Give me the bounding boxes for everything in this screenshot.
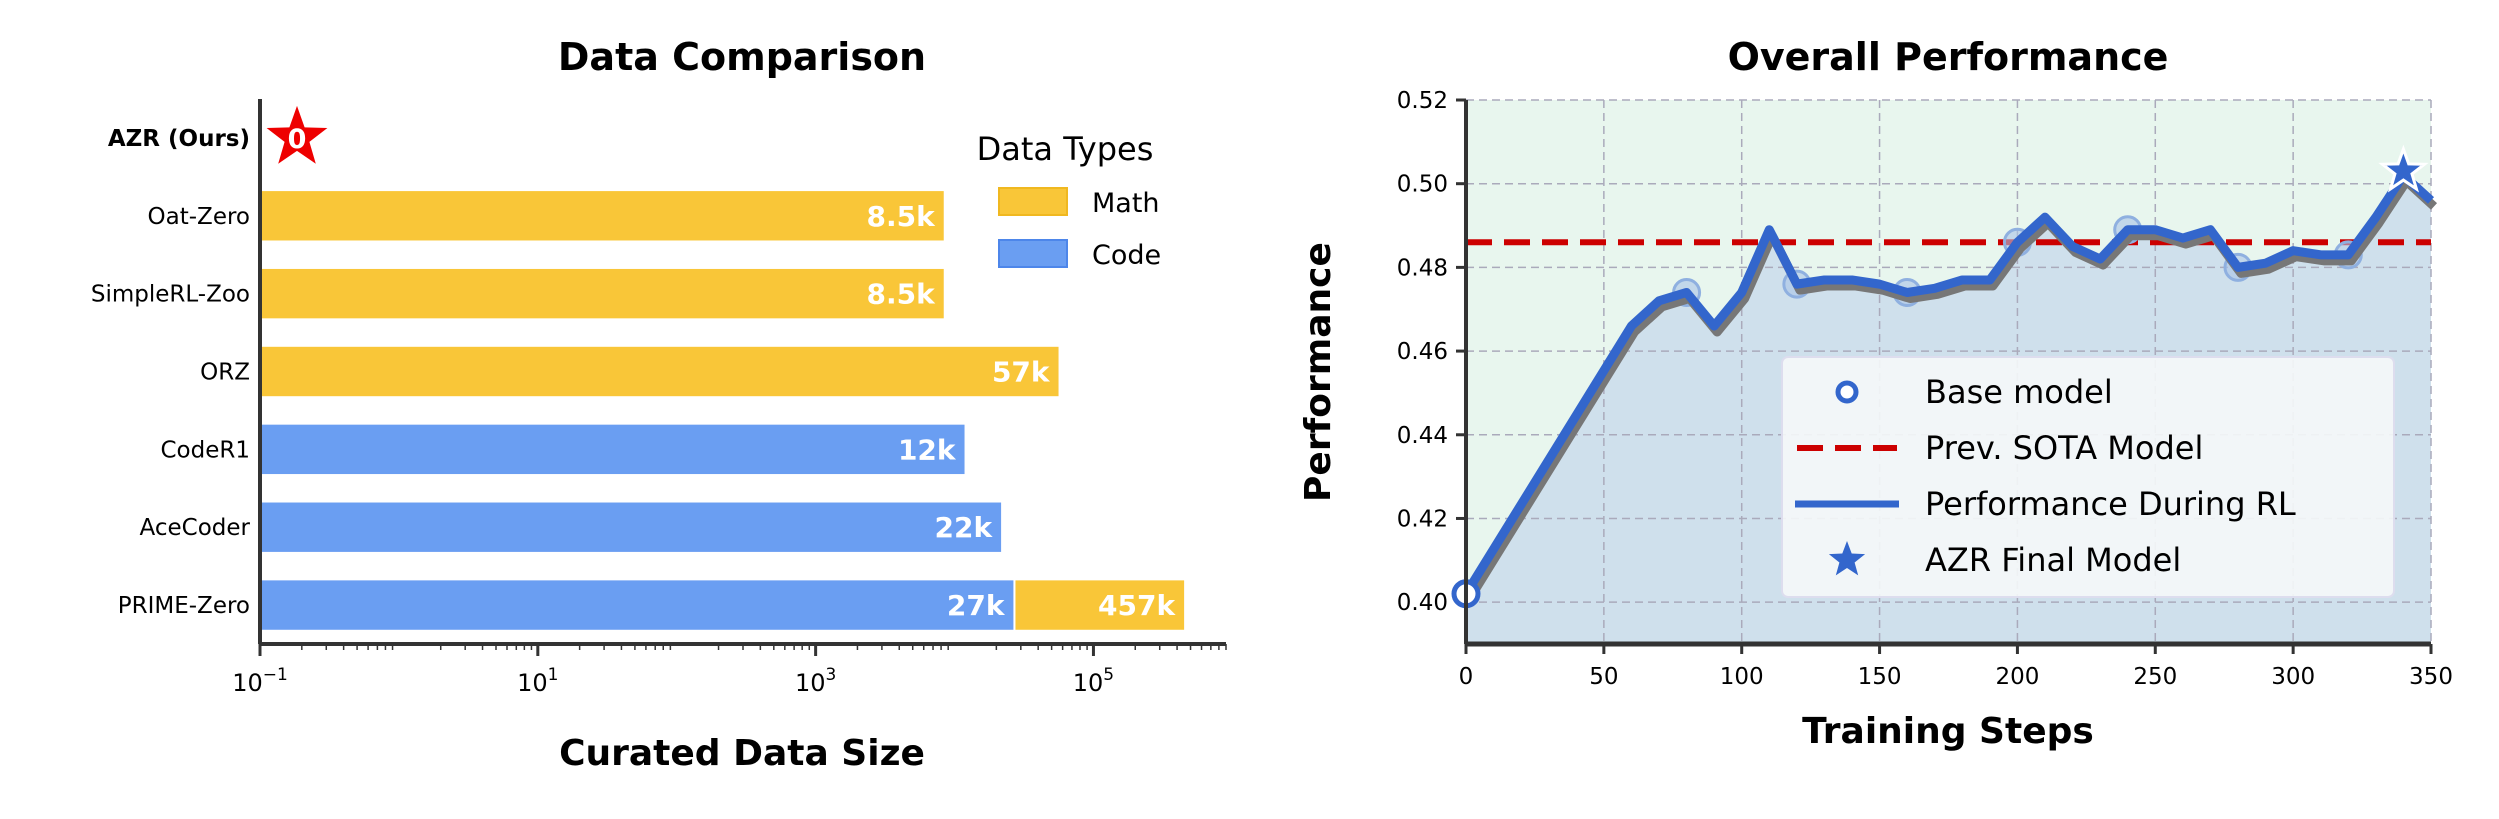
x-tick-label: 150 bbox=[1858, 664, 1902, 690]
bar-math bbox=[259, 266, 946, 321]
legend-swatch-code bbox=[998, 239, 1068, 268]
legend-label: Base model bbox=[1925, 373, 2113, 411]
performance-line-shadow bbox=[1465, 176, 2438, 603]
legend-label: Code bbox=[1092, 240, 1161, 271]
category-label: AceCoder bbox=[140, 515, 251, 541]
performance-line bbox=[1462, 170, 2435, 597]
y-tick-label: 0.46 bbox=[1397, 339, 1448, 365]
x-tick-label: 200 bbox=[1995, 664, 2039, 690]
x-tick-label: 0 bbox=[1459, 664, 1474, 690]
x-tick-label: 103 bbox=[795, 665, 836, 697]
x-tick-label: 100 bbox=[1720, 664, 1764, 690]
x-tick-label: 250 bbox=[2133, 664, 2177, 690]
y-tick-label: 0.40 bbox=[1397, 590, 1448, 616]
bar-value-label: 8.5k bbox=[867, 278, 937, 311]
azr-final-model-marker bbox=[2378, 144, 2429, 193]
category-label: CodeR1 bbox=[161, 437, 251, 463]
bar-code bbox=[259, 578, 1016, 632]
bar-code bbox=[259, 422, 967, 477]
bar-value-label: 457k bbox=[1098, 589, 1176, 622]
x-tick-label: 300 bbox=[2271, 664, 2315, 690]
x-tick-label: 350 bbox=[2409, 664, 2453, 690]
y-tick-label: 0.44 bbox=[1397, 423, 1448, 449]
legend-title: Data Types bbox=[977, 130, 1154, 168]
y-tick-label: 0.48 bbox=[1397, 255, 1448, 281]
right-x-axis-label: Training Steps bbox=[1802, 711, 2094, 752]
bar-math bbox=[259, 344, 1061, 399]
x-tick-label: 50 bbox=[1589, 664, 1618, 690]
y-tick-label: 0.52 bbox=[1397, 88, 1448, 114]
legend-label: AZR Final Model bbox=[1925, 541, 2181, 579]
category-label: ORZ bbox=[200, 360, 250, 386]
x-tick-label: 10−1 bbox=[232, 665, 288, 697]
bar-math bbox=[1013, 578, 1187, 632]
y-tick-label: 0.42 bbox=[1397, 506, 1448, 532]
bar-value-label: 22k bbox=[935, 511, 994, 544]
legend-swatch-math bbox=[998, 187, 1068, 216]
star-marker-label: 0 bbox=[288, 124, 307, 155]
category-label: PRIME-Zero bbox=[118, 593, 250, 619]
bar-value-label: 57k bbox=[992, 356, 1051, 389]
bar-value-label: 12k bbox=[898, 433, 957, 466]
category-label: SimpleRL-Zoo bbox=[91, 282, 250, 308]
legend-label: Math bbox=[1092, 188, 1160, 219]
x-tick-label: 105 bbox=[1073, 665, 1114, 697]
left-x-axis-label: Curated Data Size bbox=[559, 733, 925, 774]
legend-label: Performance During RL bbox=[1925, 485, 2296, 523]
right-chart-title: Overall Performance bbox=[1728, 35, 2169, 79]
data-comparison-chart: Data Comparison Curated Data Size AZR (O… bbox=[91, 35, 1227, 774]
bar-value-label: 8.5k bbox=[867, 200, 937, 233]
legend-label: Prev. SOTA Model bbox=[1925, 429, 2203, 467]
y-tick-label: 0.50 bbox=[1397, 172, 1448, 198]
bar-math bbox=[259, 189, 946, 243]
category-label: AZR (Ours) bbox=[108, 126, 250, 152]
right-y-axis-label: Performance bbox=[1298, 242, 1339, 502]
star-marker bbox=[266, 105, 328, 164]
x-tick-label: 101 bbox=[517, 665, 558, 697]
bar-code bbox=[259, 500, 1004, 554]
bar-value-label: 27k bbox=[947, 589, 1006, 622]
legend-box bbox=[1781, 356, 2395, 598]
category-label: Oat-Zero bbox=[148, 204, 250, 230]
overall-performance-chart: Overall Performance Training Steps Perfo… bbox=[1298, 35, 2453, 752]
left-chart-title: Data Comparison bbox=[558, 35, 926, 79]
legend-base-model-icon bbox=[1835, 380, 1859, 404]
legend-star-icon bbox=[1828, 541, 1866, 576]
